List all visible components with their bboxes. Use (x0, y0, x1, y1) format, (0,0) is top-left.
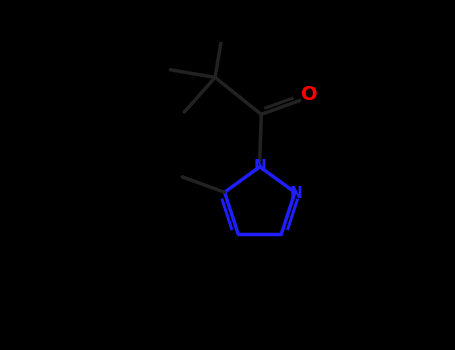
Text: N: N (290, 186, 303, 201)
Text: N: N (253, 159, 266, 174)
Text: O: O (301, 85, 317, 104)
